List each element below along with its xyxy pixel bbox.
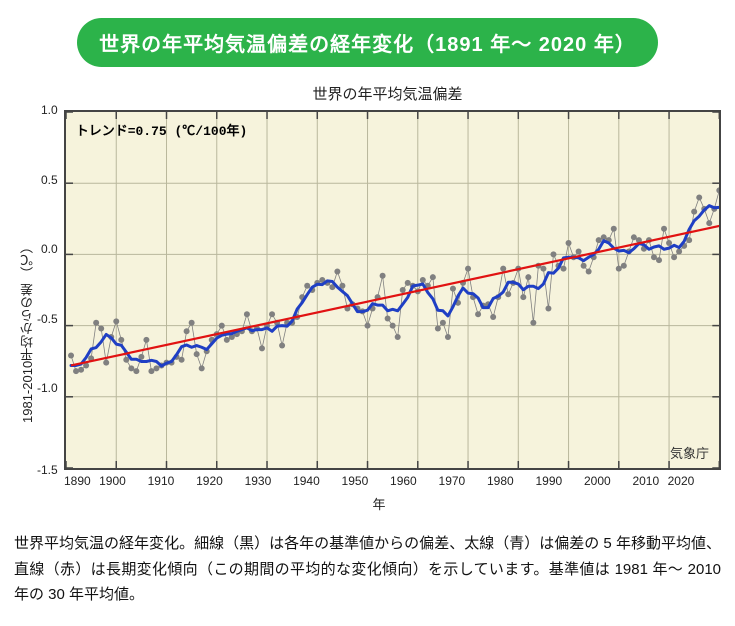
- y-axis-ticks: 1.00.50.0-0.5-1.0-1.5: [37, 110, 64, 470]
- page-banner: 世界の年平均気温偏差の経年変化（1891 年～ 2020 年）: [77, 18, 658, 67]
- trend-annotation: トレンド=0.75 (℃/100年): [76, 120, 248, 139]
- chart-title: 世界の年平均気温偏差: [14, 83, 721, 104]
- x-axis-ticks: 1890190019101920193019401950196019701980…: [64, 470, 721, 488]
- chart-plot-area: トレンド=0.75 (℃/100年) 気象庁: [64, 110, 721, 470]
- x-axis-label: 年: [37, 494, 721, 513]
- y-axis-label: 1981-2010平均からの差 （℃）: [14, 110, 37, 513]
- source-label: 気象庁: [670, 443, 709, 462]
- chart-container: 1981-2010平均からの差 （℃） 1.00.50.0-0.5-1.0-1.…: [14, 110, 721, 513]
- chart-caption: 世界平均気温の経年変化。細線（黒）は各年の基準値からの偏差、太線（青）は偏差の …: [14, 531, 721, 608]
